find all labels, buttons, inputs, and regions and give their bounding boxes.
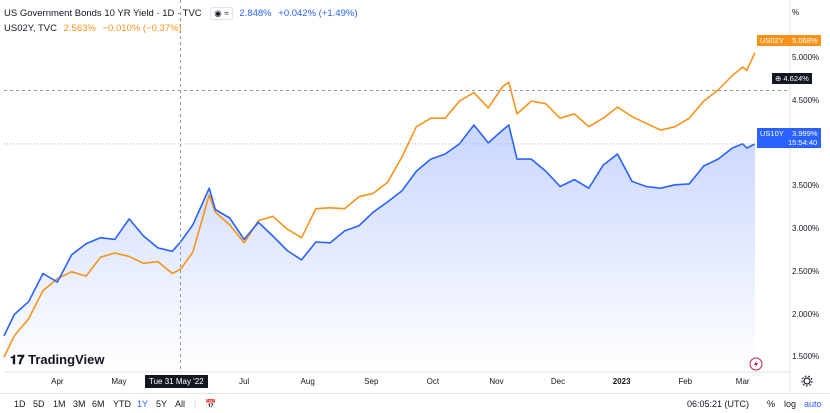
y-tick-label: 2.500% [792, 266, 820, 276]
grid [4, 0, 791, 392]
range-3m[interactable]: 3M [73, 399, 86, 409]
series-lines [3, 52, 756, 358]
y-tick-label: 3.500% [792, 181, 820, 191]
tradingview-logo[interactable]: 𝟏𝟕 TradingView [10, 352, 104, 368]
bottom-toolbar: 1D 5D 1M 3M 6M YTD 1Y 5Y All | 📅 06:05:2… [0, 393, 830, 413]
us02y-tag-value: 5.068% [792, 36, 818, 45]
main-change: +0.042% (+1.49%) [278, 8, 358, 19]
us10y-price-tag: US10Y 3.999% 15:54:40 [757, 128, 821, 148]
range-6m[interactable]: 6M [92, 399, 105, 409]
tv-logo-icon: 𝟏𝟕 [10, 352, 25, 367]
main-title: US Government Bonds 10 YR Yield · 1D · T… [4, 8, 202, 19]
x-tick-label: Aug [300, 377, 315, 386]
x-tick-label: Feb [678, 377, 693, 386]
us10y-tag-value: 3.999% [792, 129, 818, 138]
x-tick-label: Oct [426, 377, 440, 386]
us10y-countdown: 15:54:40 [788, 138, 818, 147]
sub-value: 2.563% [63, 23, 96, 34]
x-tick-label: 2023 [612, 377, 631, 386]
range-ytd[interactable]: YTD [113, 399, 131, 409]
series-line-us02y [3, 52, 756, 358]
y-tick-label: 5.000% [792, 53, 820, 63]
range-5d[interactable]: 5D [33, 399, 45, 409]
percent-toggle[interactable]: % [767, 399, 776, 409]
crosshair [4, 0, 790, 372]
range-all[interactable]: All [175, 399, 186, 409]
y-tick-label: 2.000% [792, 309, 820, 319]
us02y-tag-label: US02Y [760, 36, 784, 45]
y-tick-label: 4.500% [792, 96, 820, 106]
us02y-price-tag: US02Y 5.068% [757, 35, 821, 46]
range-5y[interactable]: 5Y [156, 399, 168, 409]
x-tick-label: Jul [238, 377, 250, 386]
crosshair-date-label: Tue 31 May '22 [145, 375, 208, 388]
main-value: 2.848% [239, 8, 272, 19]
axis-unit: % [792, 8, 800, 17]
eye-toggle-icon[interactable]: ◉ ≈ [210, 7, 233, 20]
settings-gear-icon[interactable] [801, 375, 813, 387]
log-toggle[interactable]: log [784, 399, 797, 409]
x-tick-label: Mar [735, 377, 750, 386]
range-1m[interactable]: 1M [53, 399, 66, 409]
series-line-us10y [3, 124, 756, 337]
flash-icon[interactable] [749, 357, 763, 371]
us10y-area-fill [4, 125, 755, 370]
x-tick-label: Sep [364, 377, 379, 386]
plus-icon[interactable]: ⊕ [775, 74, 782, 83]
us10y-area [4, 125, 755, 370]
date-range-icon[interactable]: 📅 [205, 399, 217, 409]
y-tick-label: 1.500% [792, 352, 820, 362]
y-tick-label: 3.000% [792, 224, 820, 234]
sub-change: −0.010% (−0.37%) [102, 23, 182, 34]
sub-legend: US02Y, TVC 2.563% −0.010% (−0.37%) [4, 23, 186, 34]
crosshair-price-tag: ⊕ 4.624% [772, 73, 812, 84]
sub-symbol[interactable]: US02Y, TVC [4, 23, 57, 34]
toolbar-divider: | [194, 399, 197, 409]
range-1y[interactable]: 1Y [137, 399, 149, 409]
x-tick-label: Apr [51, 377, 64, 386]
x-tick-label: Nov [489, 377, 504, 386]
crosshair-price-value: 4.624% [783, 74, 809, 83]
logo-text: TradingView [28, 352, 105, 367]
auto-toggle[interactable]: auto [804, 399, 822, 409]
x-tick-label: May [111, 377, 127, 386]
main-legend: US Government Bonds 10 YR Yield · 1D · T… [4, 7, 362, 20]
us10y-tag-label: US10Y [760, 129, 784, 138]
clock[interactable]: 06:05:21 (UTC) [687, 399, 750, 409]
x-tick-label: Dec [550, 377, 566, 386]
range-1d[interactable]: 1D [14, 399, 26, 409]
